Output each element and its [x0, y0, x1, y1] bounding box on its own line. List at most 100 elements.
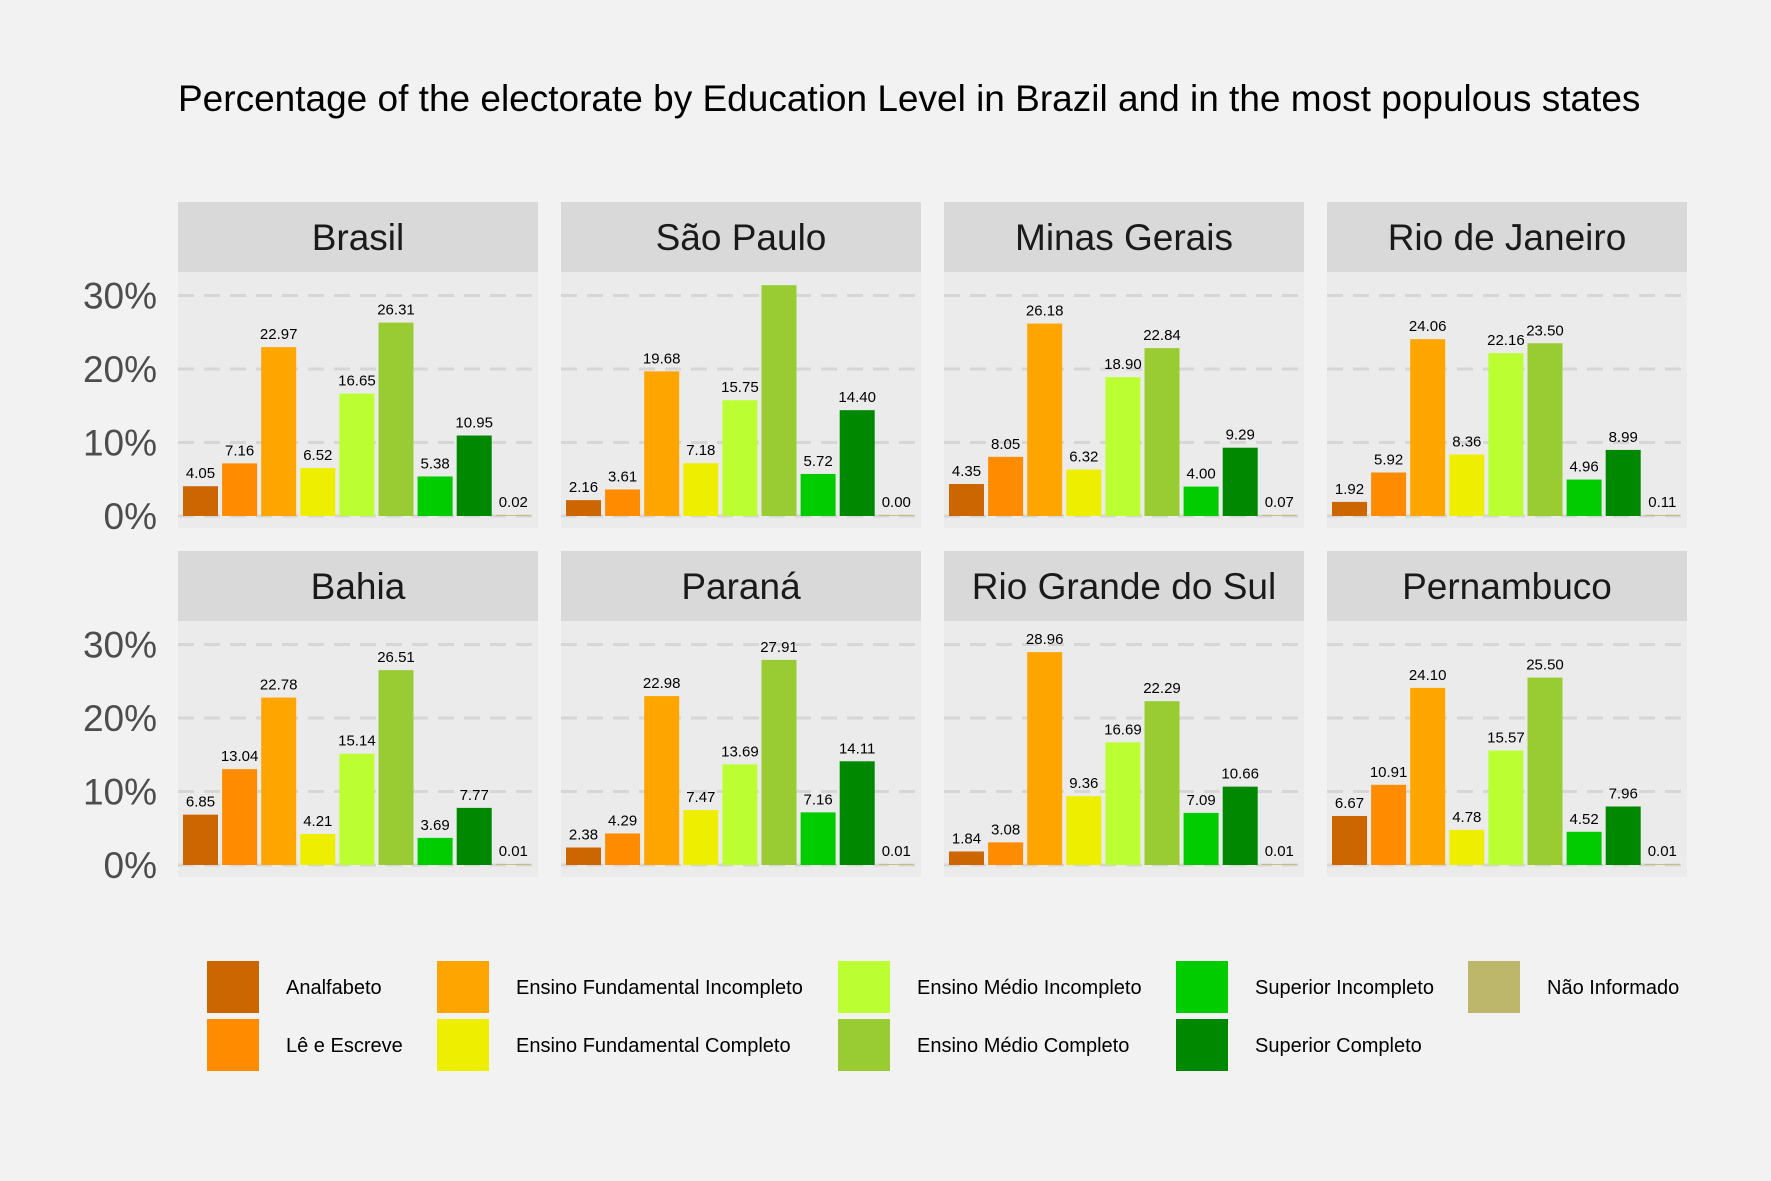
bar-analfabeto	[183, 486, 218, 516]
bar-value-label: 22.84	[1143, 327, 1181, 344]
legend-item-ensino-medio-incompleto: Ensino Médio Incompleto	[838, 961, 1142, 1013]
panel-title: Rio de Janeiro	[1388, 217, 1627, 258]
bar-value-label: 0.02	[499, 494, 528, 511]
bar-value-label: 26.31	[377, 302, 415, 319]
bar-ensino-fundamental-incompleto	[1027, 323, 1063, 516]
y-tick-label: 30%	[83, 625, 157, 666]
bar-value-label: 16.65	[338, 373, 376, 390]
bar-superior-incompleto	[417, 476, 453, 516]
bar-value-label: 15.14	[338, 733, 376, 750]
bar-value-label: 0.01	[1265, 843, 1294, 860]
bar-ensino-fundamental-incompleto	[644, 696, 680, 865]
bar-value-label: 27.91	[760, 639, 798, 656]
bar-value-label: 6.85	[186, 794, 215, 811]
bar-value-label: 3.69	[420, 817, 449, 834]
bar-value-label: 3.61	[608, 468, 637, 485]
panel-strip	[178, 551, 538, 621]
legend-item-le-e-escreve: Lê e Escreve	[207, 1019, 403, 1071]
panel-title: Bahia	[311, 566, 406, 607]
bar-nao-informado	[495, 864, 531, 865]
legend-swatch	[207, 961, 259, 1013]
bar-nao-informado	[1644, 515, 1680, 516]
bar-value-label: 6.52	[303, 447, 332, 464]
panel-strip	[1327, 551, 1687, 621]
bar-value-label: 4.05	[186, 465, 215, 482]
bar-superior-completo	[839, 410, 875, 516]
bar-value-label: 28.96	[1026, 631, 1064, 648]
bar-value-label: 0.01	[499, 843, 528, 860]
bar-value-label: 0.01	[1648, 843, 1677, 860]
legend-item-ensino-fundamental-incompleto: Ensino Fundamental Incompleto	[437, 961, 803, 1013]
panel-strip	[561, 202, 921, 272]
legend-label: Lê e Escreve	[286, 1035, 403, 1057]
bar-ensino-medio-incompleto	[722, 764, 758, 865]
bar-value-label: 0.11	[1648, 494, 1676, 511]
panel-rio-de-janeiro: Rio de Janeiro 1.92 5.92 24.06 8.36 22.1623.5…	[1327, 202, 1687, 528]
bar-ensino-medio-completo	[761, 285, 797, 516]
bar-value-label: 2.38	[569, 827, 598, 844]
bar-value-label: 25.50	[1526, 657, 1564, 674]
bar-ensino-fundamental-completo	[300, 468, 336, 516]
bar-ensino-fundamental-completo	[683, 463, 719, 516]
bar-value-label: 19.68	[643, 350, 681, 367]
bar-le-e-escreve	[222, 463, 258, 516]
panel-title: Pernambuco	[1402, 566, 1612, 607]
bar-superior-completo	[456, 807, 492, 865]
legend-swatch	[437, 961, 489, 1013]
bar-ensino-medio-completo	[1527, 343, 1563, 516]
legend-item-ensino-medio-completo: Ensino Médio Completo	[838, 1019, 1129, 1071]
bar-ensino-medio-incompleto	[1488, 353, 1524, 516]
bar-ensino-medio-incompleto	[339, 753, 375, 865]
bar-le-e-escreve	[605, 833, 641, 865]
bar-value-label: 13.69	[721, 743, 759, 760]
bar-value-label: 1.92	[1335, 481, 1364, 498]
panel-title: Minas Gerais	[1015, 217, 1233, 258]
bar-value-label: 7.16	[225, 442, 254, 459]
bar-analfabeto	[183, 814, 218, 865]
bar-value-label: 9.36	[1069, 775, 1098, 792]
bar-superior-incompleto	[417, 837, 453, 865]
legend: Analfabeto Ensino Fundamental Incompleto E…	[207, 961, 1679, 1071]
bar-value-label: 7.16	[803, 791, 832, 808]
bar-analfabeto	[1332, 501, 1367, 516]
bar-value-label: 26.51	[377, 649, 415, 666]
bar-ensino-medio-completo	[378, 670, 414, 865]
bar-ensino-fundamental-incompleto	[261, 347, 297, 516]
legend-swatch	[838, 1019, 890, 1071]
panel-title: Paraná	[681, 566, 801, 607]
bar-superior-completo	[839, 761, 875, 865]
bar-ensino-fundamental-incompleto	[1410, 687, 1446, 865]
bar-value-label: 8.36	[1452, 434, 1481, 451]
bar-ensino-fundamental-incompleto	[644, 371, 680, 516]
bar-ensino-medio-completo	[1527, 677, 1563, 865]
bar-value-label: 2.16	[569, 479, 598, 496]
bar-value-label: 4.96	[1569, 459, 1598, 476]
y-tick-label: 0%	[104, 845, 157, 886]
bar-le-e-escreve	[1371, 472, 1407, 516]
legend-item-ensino-fundamental-completo: Ensino Fundamental Completo	[437, 1019, 791, 1071]
bar-value-label: 4.52	[1569, 811, 1598, 828]
legend-label: Superior Completo	[1255, 1035, 1422, 1057]
panel-strip	[944, 551, 1304, 621]
bar-value-label: 3.08	[991, 821, 1020, 838]
bar-ensino-fundamental-completo	[1066, 796, 1102, 865]
panel-sao-paulo: São Paulo 2.16 3.61 19.68 7.18 15.75 5.72 14.40…	[561, 202, 921, 528]
bar-value-label: 7.96	[1609, 785, 1638, 802]
bar-value-label: 4.35	[952, 463, 981, 480]
bar-value-label: 7.18	[686, 442, 715, 459]
y-tick-label: 30%	[83, 276, 157, 317]
legend-label: Superior Incompleto	[1255, 977, 1434, 999]
bar-value-label: 22.98	[643, 675, 681, 692]
bar-value-label: 0.07	[1265, 494, 1294, 511]
bar-superior-incompleto	[1566, 479, 1602, 516]
y-tick-label: 10%	[83, 423, 157, 464]
bar-value-label: 22.16	[1487, 332, 1525, 349]
panel-strip	[561, 551, 921, 621]
bar-value-label: 15.57	[1487, 730, 1525, 747]
bar-superior-completo	[1605, 806, 1641, 865]
panel-title: São Paulo	[656, 217, 827, 258]
bar-ensino-medio-incompleto	[1105, 377, 1141, 516]
panel-title: Rio Grande do Sul	[972, 566, 1276, 607]
bar-value-label: 9.29	[1226, 427, 1255, 444]
bar-ensino-medio-completo	[1144, 701, 1180, 865]
